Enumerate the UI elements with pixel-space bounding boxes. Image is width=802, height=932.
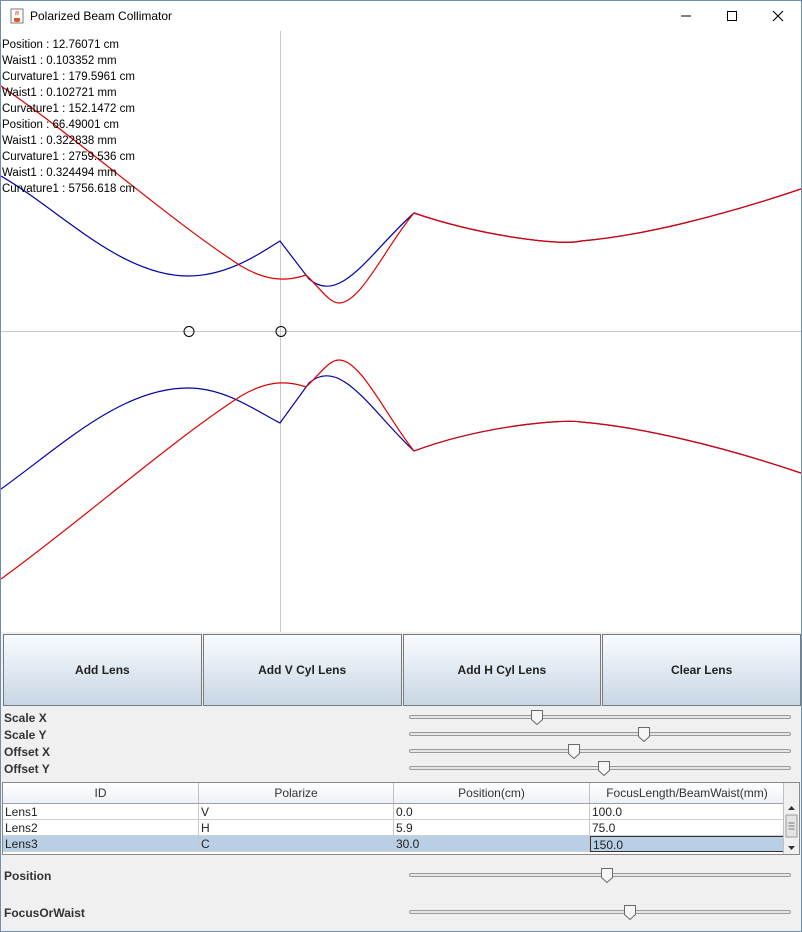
view-sliders: Scale X Scale Y Offset X Offset Y — [1, 709, 801, 779]
maximize-icon — [727, 11, 737, 21]
cell-polarize[interactable]: V — [199, 804, 394, 820]
column-header-focus[interactable]: FocusLength/BeamWaist(mm) — [590, 783, 785, 803]
table-row[interactable]: Lens2 H 5.9 75.0 — [3, 820, 785, 836]
close-button[interactable] — [755, 1, 801, 31]
position-row: Position — [1, 867, 801, 884]
minimize-button[interactable] — [663, 1, 709, 31]
readout-line: Curvature1 : 179.5961 cm — [2, 71, 135, 83]
column-header-position[interactable]: Position(cm) — [394, 783, 590, 803]
h-beam-upper-curve — [1, 85, 801, 304]
java-cup-icon — [10, 8, 24, 24]
scroll-down-icon[interactable] — [788, 846, 795, 850]
add-v-cyl-lens-button[interactable]: Add V Cyl Lens — [202, 634, 402, 706]
scale-x-row: Scale X — [1, 709, 801, 726]
cell-position[interactable]: 30.0 — [394, 836, 590, 852]
readout-line: Waist1 : 0.322838 mm — [2, 135, 117, 147]
offset-y-row: Offset Y — [1, 760, 801, 777]
minimize-icon — [681, 15, 691, 17]
scale-y-label: Scale Y — [4, 728, 47, 742]
focus-or-waist-label: FocusOrWaist — [4, 906, 85, 920]
offset-y-label: Offset Y — [4, 762, 50, 776]
cell-id[interactable]: Lens3 — [3, 836, 199, 852]
readout-line: Curvature1 : 5756.618 cm — [2, 183, 135, 195]
h-beam-lower-curve — [1, 359, 801, 580]
beam-plot-canvas[interactable]: Position : 12.76071 cm Waist1 : 0.103352… — [1, 31, 801, 632]
cell-position[interactable]: 5.9 — [394, 820, 590, 836]
maximize-button[interactable] — [709, 1, 755, 31]
scale-y-row: Scale Y — [1, 726, 801, 743]
table-scrollbar[interactable] — [783, 783, 799, 854]
scale-y-slider[interactable] — [409, 732, 791, 736]
slider-thumb[interactable] — [531, 710, 544, 725]
scale-x-label: Scale X — [4, 711, 47, 725]
readout-line: Waist1 : 0.103352 mm — [2, 55, 117, 67]
cell-polarize[interactable]: H — [199, 820, 394, 836]
table-row[interactable]: Lens1 V 0.0 100.0 — [3, 804, 785, 820]
column-header-polarize[interactable]: Polarize — [199, 783, 394, 803]
scale-x-slider[interactable] — [409, 715, 791, 719]
scroll-up-icon[interactable] — [788, 806, 795, 810]
beam-plot-svg — [1, 31, 801, 632]
offset-x-label: Offset X — [4, 745, 51, 759]
close-icon — [772, 10, 784, 22]
readout-line: Waist1 : 0.324494 mm — [2, 167, 117, 179]
waist-marker-1[interactable] — [183, 326, 195, 337]
beam-readout: Position : 12.76071 cm Waist1 : 0.103352… — [2, 37, 135, 197]
cell-polarize[interactable]: C — [199, 836, 394, 852]
add-lens-button[interactable]: Add Lens — [3, 634, 202, 706]
cell-focus[interactable]: 150.0 — [590, 836, 785, 852]
offset-x-slider[interactable] — [409, 749, 791, 753]
slider-thumb[interactable] — [568, 744, 581, 759]
scrollbar-graphic — [785, 806, 798, 850]
cell-id[interactable]: Lens1 — [3, 804, 199, 820]
title-bar: Polarized Beam Collimator — [1, 1, 801, 31]
readout-line: Waist1 : 0.102721 mm — [2, 87, 117, 99]
readout-line: Position : 66.49001 cm — [2, 119, 119, 131]
cell-id[interactable]: Lens2 — [3, 820, 199, 836]
position-label: Position — [4, 869, 52, 883]
slider-thumb[interactable] — [638, 727, 651, 742]
table-header: ID Polarize Position(cm) FocusLength/Bea… — [3, 783, 785, 804]
position-slider[interactable] — [409, 873, 791, 877]
focus-or-waist-slider[interactable] — [409, 910, 791, 914]
lens-edit-sliders: Position FocusOrWaist — [1, 857, 801, 931]
readout-line: Position : 12.76071 cm — [2, 39, 119, 51]
clear-lens-button[interactable]: Clear Lens — [602, 634, 801, 706]
waist-marker-2[interactable] — [275, 326, 287, 337]
readout-line: Curvature1 : 152.1472 cm — [2, 103, 135, 115]
offset-x-row: Offset X — [1, 743, 801, 760]
cell-focus[interactable]: 100.0 — [590, 804, 785, 820]
focus-or-waist-row: FocusOrWaist — [1, 904, 801, 921]
slider-thumb[interactable] — [623, 905, 636, 920]
slider-thumb[interactable] — [601, 868, 614, 883]
lens-button-row: Add Lens Add V Cyl Lens Add H Cyl Lens C… — [3, 634, 801, 706]
table-row-selected[interactable]: Lens3 C 30.0 150.0 — [3, 836, 785, 852]
cell-position[interactable]: 0.0 — [394, 804, 590, 820]
slider-thumb[interactable] — [597, 761, 610, 776]
add-h-cyl-lens-button[interactable]: Add H Cyl Lens — [402, 634, 602, 706]
column-header-id[interactable]: ID — [3, 783, 199, 803]
cell-focus[interactable]: 75.0 — [590, 820, 785, 836]
lens-table: ID Polarize Position(cm) FocusLength/Bea… — [2, 782, 800, 855]
window-title: Polarized Beam Collimator — [30, 9, 173, 23]
readout-line: Curvature1 : 2759.536 cm — [2, 151, 135, 163]
